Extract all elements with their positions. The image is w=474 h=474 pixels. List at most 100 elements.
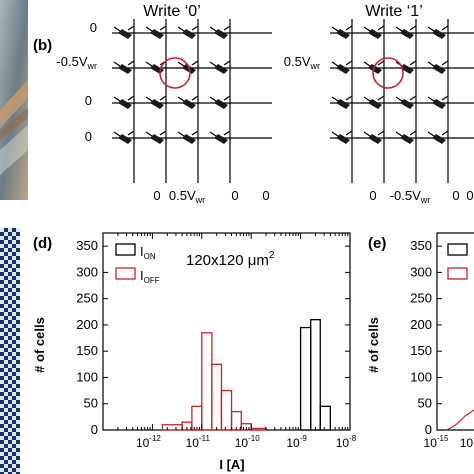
d-legend: ION IOFF bbox=[115, 243, 160, 285]
e-plot-frame bbox=[436, 232, 474, 431]
write1-memory-cell-icon bbox=[331, 60, 353, 74]
col0-voltage: 0 bbox=[153, 188, 160, 203]
write1-title: Write ‘1’ bbox=[365, 3, 423, 20]
e-y-tick-label: 350 bbox=[410, 238, 432, 253]
d-y-tick-label: 350 bbox=[76, 238, 98, 253]
e-x-ticks: 10-15 10-1 bbox=[424, 434, 474, 450]
e-legend-partial bbox=[447, 243, 468, 280]
d-y-tick-label: 300 bbox=[76, 264, 98, 279]
write1-memory-cell-icon bbox=[427, 95, 449, 109]
histogram-bar-i-off bbox=[191, 405, 203, 431]
d-x-tick-label: 10-12 bbox=[136, 434, 161, 450]
histogram-bar-i-off bbox=[161, 424, 183, 431]
legend-ion-label: ION bbox=[140, 244, 156, 261]
panel-d-label: (d) bbox=[33, 235, 52, 252]
e-y-tick-label: 150 bbox=[410, 343, 432, 358]
panel-e: (e) # of cells 0 50 100 150 200 250 300 350 10-… bbox=[366, 232, 474, 450]
write1-memory-cell-icon bbox=[363, 60, 385, 74]
e-y-tick-label: 300 bbox=[410, 264, 432, 279]
row3-voltage: 0 bbox=[85, 129, 92, 144]
legend-ioff-swatch bbox=[115, 267, 136, 280]
d-y-tick-label: 100 bbox=[76, 369, 98, 384]
legend-ion-swatch bbox=[115, 243, 136, 256]
write0-title: Write ‘0’ bbox=[143, 3, 201, 20]
write1-memory-cell-icon bbox=[331, 130, 353, 144]
selected-cell-highlight-write1 bbox=[372, 57, 404, 89]
e-legend-ion-swatch bbox=[447, 243, 468, 256]
row1-voltage-write1: 0.5Vwr bbox=[284, 54, 320, 71]
write0-memory-cell-icon bbox=[209, 25, 231, 39]
e-y-ticks: 0 50 100 150 200 250 300 350 bbox=[410, 238, 442, 437]
row2-voltage: 0 bbox=[85, 93, 92, 108]
write1-memory-cell-icon bbox=[395, 95, 417, 109]
d-x-tick-label: 10-10 bbox=[235, 434, 260, 450]
col3-voltage: 0 bbox=[262, 188, 269, 203]
d-sample-size-annotation: 120x120 μm2 bbox=[186, 250, 275, 269]
e-y-tick-label: 250 bbox=[410, 291, 432, 306]
panel-e-label: (e) bbox=[368, 235, 386, 252]
write0-memory-cell-icon bbox=[177, 130, 199, 144]
e-x-tick-label: 10-15 bbox=[424, 434, 449, 450]
panel-b-label: (b) bbox=[33, 37, 52, 54]
col2-voltage-write1: 0 bbox=[452, 188, 459, 203]
write0-memory-cell-icon bbox=[113, 95, 135, 109]
e-x-tick-label: 10-1 bbox=[460, 434, 474, 450]
e-y-tick-label: 100 bbox=[410, 369, 432, 384]
panel-d: (d) # of cells I [A] 0 50 100 150 200 250 300 3… bbox=[32, 232, 357, 472]
d-y-tick-label: 50 bbox=[84, 396, 98, 411]
col1-voltage-write1: -0.5Vwr bbox=[390, 188, 431, 205]
histogram-bar-i-off bbox=[201, 332, 213, 431]
write0-memory-cell-icon bbox=[209, 130, 231, 144]
write1-memory-cell-icon bbox=[363, 130, 385, 144]
crossbar-write0: Write ‘0’ 0 -0.5Vwr 0 0 0 0.5Vwr 0 0 bbox=[56, 3, 272, 205]
e-y-axis-label: # of cells bbox=[366, 317, 381, 373]
row0-voltage: 0 bbox=[90, 20, 97, 35]
d-x-axis-label: I [A] bbox=[219, 457, 244, 472]
write1-memory-cell-icon bbox=[331, 25, 353, 39]
write1-memory-cell-icon bbox=[427, 60, 449, 74]
legend-ioff-label: IOFF bbox=[140, 268, 160, 285]
d-x-ticks: 10-12 10-11 10-10 10-9 10-8 bbox=[102, 233, 357, 450]
histogram-bar-i-off bbox=[211, 363, 223, 431]
write1-memory-cell-icon bbox=[363, 95, 385, 109]
write1-memory-cell-icon bbox=[331, 95, 353, 109]
write0-memory-cell-icon bbox=[145, 130, 167, 144]
e-y-tick-label: 200 bbox=[410, 317, 432, 332]
write1-memory-cell-icon bbox=[427, 130, 449, 144]
d-bars bbox=[161, 319, 331, 431]
col1-voltage: 0.5Vwr bbox=[169, 188, 205, 205]
write0-memory-cell-icon bbox=[209, 60, 231, 74]
d-x-tick-label: 10-9 bbox=[286, 434, 307, 450]
d-x-tick-label: 10-8 bbox=[336, 434, 357, 450]
e-legend-ioff-swatch bbox=[447, 267, 468, 280]
histogram-bar-i-on bbox=[310, 319, 321, 431]
d-x-tick-label: 10-11 bbox=[186, 434, 211, 450]
histogram-bar-i-on bbox=[299, 326, 312, 431]
write1-memory-cell-icon bbox=[427, 25, 449, 39]
d-y-tick-label: 0 bbox=[91, 422, 98, 437]
write1-memory-cell-icon bbox=[395, 25, 417, 39]
write1-memory-cell-icon bbox=[395, 130, 417, 144]
write0-memory-cell-icon bbox=[209, 95, 231, 109]
write0-memory-cell-icon bbox=[145, 25, 167, 39]
e-y-tick-label: 50 bbox=[418, 396, 432, 411]
crossbar-lines-write0 bbox=[112, 19, 272, 183]
histogram-bar-i-on bbox=[319, 405, 331, 431]
write1-memory-cell-icon bbox=[363, 25, 385, 39]
device-photo bbox=[0, 0, 28, 200]
col2-voltage: 0 bbox=[231, 188, 238, 203]
selected-cell-highlight-write0 bbox=[159, 57, 191, 89]
d-y-tick-label: 200 bbox=[76, 317, 98, 332]
d-y-tick-label: 250 bbox=[76, 291, 98, 306]
write0-memory-cell-icon bbox=[113, 130, 135, 144]
write0-memory-cell-icon bbox=[177, 25, 199, 39]
col0-voltage-write1: 0 bbox=[369, 188, 376, 203]
crossbar-write1: Write ‘1’ 0.5Vwr 0 -0.5Vwr 0 0 bbox=[284, 3, 474, 205]
histogram-bar-i-off bbox=[220, 389, 233, 431]
row1-voltage: -0.5Vwr bbox=[56, 54, 97, 71]
e-ioff-bar-edge bbox=[445, 409, 474, 431]
write0-memory-cell-icon bbox=[113, 25, 135, 39]
crossbar-lines-write1 bbox=[330, 19, 474, 183]
write0-memory-cell-icon bbox=[113, 60, 135, 74]
